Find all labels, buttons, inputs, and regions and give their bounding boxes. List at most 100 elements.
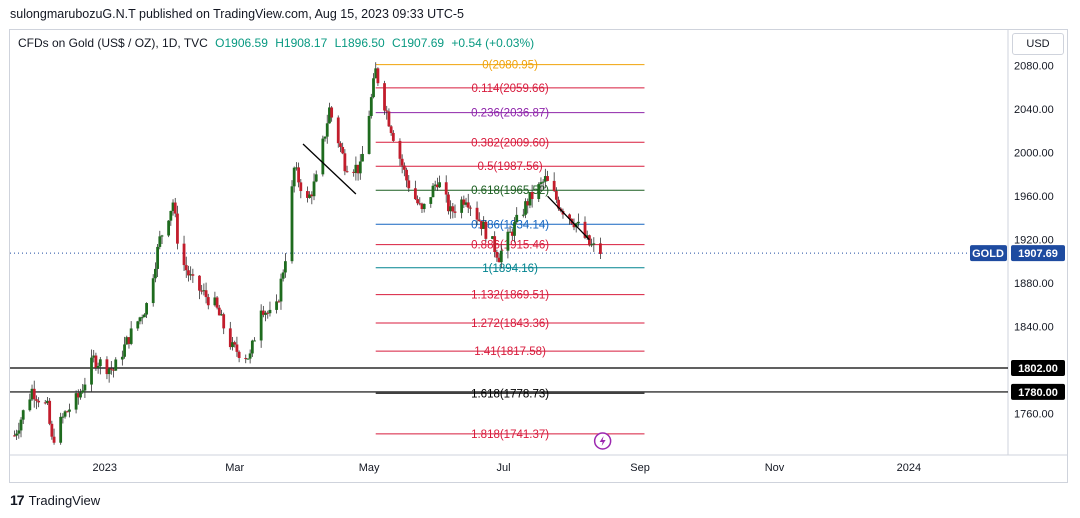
candle-body: [546, 176, 549, 181]
candle-body: [438, 182, 442, 188]
candle-body: [297, 167, 301, 183]
candle-body: [345, 171, 349, 173]
candle-body: [184, 265, 188, 271]
candle-body: [402, 165, 406, 170]
candle-body: [204, 290, 208, 298]
candle-body: [515, 214, 519, 223]
candle-body: [74, 393, 78, 410]
candle-body: [37, 400, 41, 403]
footer: 17 TradingView: [10, 492, 100, 508]
level-price-tag: [1011, 360, 1065, 377]
candle-body: [592, 243, 596, 245]
currency-button[interactable]: USD: [1012, 33, 1064, 55]
candle-body: [19, 419, 23, 431]
candle-body: [138, 317, 142, 322]
candle-body: [268, 309, 272, 314]
ohlc-high: H1908.17: [275, 36, 328, 50]
candle-body: [279, 278, 283, 302]
candle-body: [246, 358, 250, 360]
fib-level-label: 1.132(1869.51): [471, 290, 549, 302]
price-change: +0.54 (+0.03%): [451, 36, 535, 50]
candle-body: [420, 203, 424, 210]
candle-body: [466, 202, 470, 208]
candle-body: [499, 250, 503, 263]
candle-body: [383, 83, 386, 111]
candle-body: [50, 423, 54, 437]
candle-body: [81, 390, 85, 393]
candle-body: [114, 359, 118, 371]
candle-body: [176, 213, 179, 244]
candle-body: [261, 310, 265, 315]
fib-level-label: 1(1894.16): [482, 263, 538, 275]
candle-body: [323, 136, 327, 139]
candle-body: [35, 399, 38, 401]
level-price-tag-label: 1780.00: [1018, 387, 1058, 399]
candle-body: [112, 369, 115, 371]
fib-level-label: 0.382(2009.60): [471, 137, 549, 149]
candle-body: [480, 221, 483, 229]
x-tick-label: Jul: [496, 462, 510, 474]
candle-body: [253, 340, 256, 342]
candle-body: [541, 181, 545, 183]
candle-body: [277, 301, 281, 303]
candle-body: [552, 180, 556, 192]
candle-body: [537, 184, 541, 200]
candle-body: [475, 207, 479, 220]
candle-body: [63, 411, 67, 417]
candle-body: [339, 143, 342, 147]
candle-body: [48, 400, 52, 424]
candle-body: [460, 199, 464, 213]
candle-body: [275, 301, 278, 310]
candle-body: [125, 337, 129, 345]
candle-body: [491, 236, 494, 239]
candle-body: [453, 211, 457, 213]
candle-body: [526, 201, 530, 206]
candle-body: [160, 235, 164, 237]
fib-level-label: 0.886(1915.46): [471, 240, 549, 252]
candle-body: [376, 68, 380, 84]
candle-body: [557, 199, 560, 209]
candle-body: [120, 356, 124, 360]
candle-body: [237, 351, 241, 359]
candle-body: [248, 353, 252, 359]
fib-level-label: 1.41(1817.58): [474, 346, 546, 358]
ohlc-open: O1906.59: [215, 36, 268, 50]
candle-body: [572, 223, 576, 228]
candle-body: [295, 167, 298, 169]
candle-body: [187, 270, 190, 276]
candle-body: [96, 366, 100, 368]
ohlc-close: C1907.69: [392, 36, 445, 50]
candle-body: [389, 126, 393, 133]
candle-body: [191, 274, 195, 276]
candle-body: [46, 400, 49, 403]
candle-body: [330, 107, 334, 118]
trendline: [302, 143, 357, 195]
candle-body: [65, 411, 69, 413]
candle-body: [495, 252, 499, 258]
candle-body: [83, 384, 87, 391]
y-tick-label: 1880.00: [1014, 278, 1054, 290]
candle-body: [94, 355, 98, 368]
candle-body: [107, 368, 111, 375]
candle-body: [198, 275, 201, 291]
candle-body: [169, 210, 173, 221]
candle-body: [321, 138, 325, 175]
candle-body: [264, 312, 267, 315]
candle-body: [588, 235, 591, 246]
candle-body: [354, 164, 358, 173]
candle-body: [462, 199, 466, 205]
candle-body: [61, 416, 65, 418]
fib-level-label: 0.786(1934.14): [471, 219, 549, 231]
candle-body: [497, 257, 501, 263]
candle-body: [151, 278, 155, 304]
y-tick-label: 1760.00: [1014, 409, 1054, 421]
candle-body: [568, 214, 571, 219]
candle-body: [506, 231, 510, 251]
x-tick-label: Nov: [765, 462, 785, 474]
candle-body: [484, 221, 488, 239]
candle-body: [429, 197, 433, 204]
candle-body: [59, 416, 63, 443]
fib-level-label: 1.618(1778.73): [471, 388, 549, 400]
symbol-title: CFDs on Gold (US$ / OZ), 1D, TVC: [18, 36, 208, 50]
